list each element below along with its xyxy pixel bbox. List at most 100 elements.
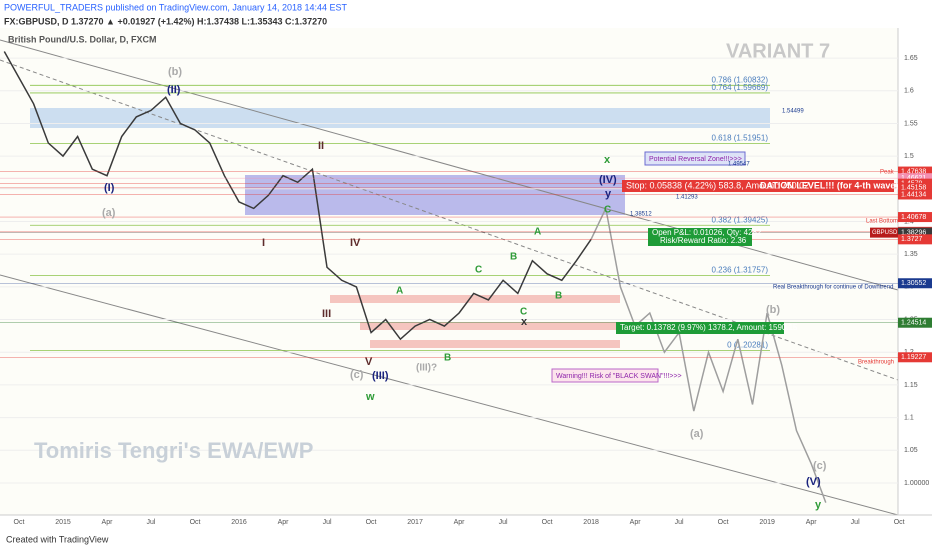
fib-label: 0 (1.20281) [727,341,768,350]
zone [245,175,625,215]
note-box [551,368,659,383]
wave-label: C [604,205,611,216]
wave-label: (b) [766,304,780,316]
y-tick-label: 1.55 [904,120,918,127]
x-tick-label: Apr [278,519,290,526]
symbol-tag-label: GBPUSD [872,230,898,236]
wave-label: x [521,316,528,328]
quote: FX:GBPUSD, D 1.37270 ▲ +0.01927 (+1.42%)… [4,16,327,26]
wave-label: (a) [102,207,116,219]
y-tick-label: 1.15 [904,382,918,389]
note: Risk/Reward Ratio: 2.36 [660,236,747,245]
price-line [3,51,592,341]
x-tick-label: Oct [718,519,729,526]
note-box [616,322,784,334]
x-tick-label: 2019 [759,519,775,526]
callout: 1.49547 [728,162,750,168]
zone [360,322,620,330]
price-tag [898,278,932,289]
fib-label: 0.382 (1.39425) [712,215,769,224]
watermark: Tomiris Tengri's EWA/EWP [34,438,313,463]
x-tick-label: 2016 [231,519,247,526]
note: DATION LEVEL!!! (for 4-th wave) [760,180,898,190]
price-tag-label: 1.40678 [901,214,926,221]
callout: 1.41293 [676,195,698,201]
price-tag-label: 1.44134 [901,191,926,198]
wave-label: (I) [104,182,115,194]
price-tag-label: 1.47638 [901,168,926,175]
note: Peak [880,170,895,176]
price-tag [898,166,932,177]
wave-label: B [510,252,517,263]
forecast-line [590,205,827,503]
fib-label: 0.786 (1.60832) [712,75,769,84]
wave-label: B [444,353,451,364]
x-tick-label: Jul [675,519,684,526]
price-tag [898,173,932,184]
price-tag [898,212,932,223]
x-tick-label: Apr [102,519,114,526]
note-box [622,180,894,192]
x-tick-label: 2015 [55,519,71,526]
x-tick-label: 2017 [407,519,423,526]
wave-label: y [605,188,612,200]
y-tick-label: 1.1 [904,414,914,421]
wave-label: (II) [167,84,181,96]
x-tick-label: Jul [499,519,508,526]
variant: VARIANT 7 [726,40,830,62]
wave-label: C [520,307,527,318]
note: Target: 0.13782 (9.97%) 1378.2, Amount: … [620,323,798,332]
zone [330,295,620,303]
note: Open P&L: 0.01026, Qty: 4282 [652,228,762,237]
note: Last Bottom [866,219,898,225]
wave-label: (a) [690,428,704,440]
x-tick-label: Oct [542,519,553,526]
wave-label: (III)? [416,363,437,374]
wave-label: (c) [813,460,827,472]
y-tick-label: 1.6 [904,88,914,95]
wave-label: (c) [350,369,364,381]
x-tick-label: Apr [454,519,466,526]
note: Potential Reversal Zone!!!>>> [649,156,742,163]
wave-label: II [318,140,324,152]
price-tag-label: 1.19227 [901,354,926,361]
x-tick-label: Apr [630,519,642,526]
wave-label: (IV) [599,174,617,186]
y-tick-label: 1.00000 [904,480,929,487]
fib-label: 0.764 (1.59669) [712,83,769,92]
price-tag-label: 1.30552 [901,280,926,287]
wave-label: IV [350,237,361,249]
price-tag-label: 1.24514 [901,320,926,327]
y-tick-label: 1.35 [904,251,918,258]
price-tag [898,189,932,200]
wave-label: (b) [168,66,182,78]
note: Stop: 0.05838 (4.22%) 583.8, Amount: 750… [626,180,809,190]
wave-label: III [322,308,331,320]
wave-label: (III) [372,370,389,382]
callout: 1.54499 [782,109,804,115]
footer: Created with TradingView [6,534,109,544]
y-tick-label: 1.65 [904,55,918,62]
x-tick-label: Oct [14,519,25,526]
symbol-title: British Pound/U.S. Dollar, D, FXCM [8,34,157,44]
callout: 1.38512 [630,212,652,218]
note: Real Breakthrough for continue of Downtr… [773,285,893,291]
price-tag [898,227,932,238]
price-tag [898,352,932,363]
wave-label: y [815,499,822,511]
fib-label: 0.618 (1.51951) [712,133,769,142]
wave-label: (V) [806,476,821,488]
wave-label: w [365,391,375,403]
x-tick-label: Oct [190,519,201,526]
y-tick-label: 1.05 [904,447,918,454]
x-tick-label: Apr [806,519,818,526]
price-tag [898,182,932,193]
price-tag-label: 1.3727 [901,236,923,243]
note-box [648,228,752,246]
price-tag-label: 1.45158 [901,185,926,192]
x-tick-label: Jul [851,519,860,526]
x-tick-label: Jul [323,519,332,526]
note: Breakthrough [858,360,894,366]
wave-label: C [475,265,482,276]
